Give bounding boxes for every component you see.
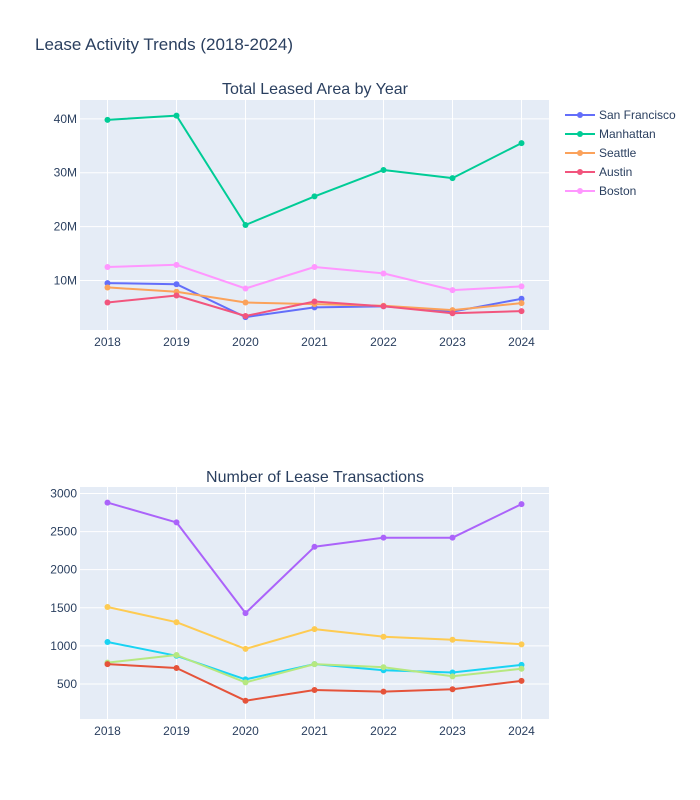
legend-marker	[577, 112, 583, 118]
data-point	[449, 534, 456, 541]
data-point	[449, 175, 456, 182]
data-point	[242, 221, 249, 228]
data-point	[449, 636, 456, 643]
data-point	[104, 499, 111, 506]
x-tick-label: 2024	[508, 335, 535, 349]
data-point	[104, 604, 111, 610]
x-tick-label: 2019	[163, 335, 190, 349]
data-point	[518, 641, 525, 648]
y-tick-label: 3000	[50, 486, 77, 500]
data-point	[380, 270, 387, 277]
data-point	[173, 664, 180, 671]
x-tick-label: 2023	[439, 335, 466, 349]
legend-marker	[577, 131, 583, 137]
y-tick-label: 10M	[54, 273, 77, 287]
data-point	[104, 263, 111, 270]
legend-entry-label: Seattle	[599, 146, 637, 160]
y-tick-label: 2000	[50, 563, 77, 577]
legend-marker	[577, 188, 583, 194]
x-tick-label: 2023	[439, 724, 466, 738]
legend-entry-label: Austin	[599, 165, 632, 179]
data-point	[518, 677, 525, 684]
data-point	[104, 284, 111, 291]
data-point	[518, 295, 525, 302]
x-tick-label: 2020	[232, 335, 259, 349]
data-point	[173, 112, 180, 119]
chart-leased-area: Total Leased Area by Year 2018 2019 2020 20…	[54, 81, 549, 349]
x-tick-label: 2024	[508, 724, 535, 738]
x-tick-label: 2018	[94, 335, 121, 349]
data-point	[242, 312, 249, 319]
y-tick-label: 500	[57, 677, 77, 691]
chart-title-lease-transactions: Number of Lease Transactions	[206, 469, 424, 486]
legend-marker	[577, 150, 583, 156]
data-point	[104, 299, 111, 306]
legend-marker	[577, 169, 583, 175]
legend-entry-label: Boston	[599, 184, 636, 198]
data-point	[242, 697, 249, 704]
data-point	[173, 281, 180, 288]
data-point	[311, 263, 318, 270]
data-point	[449, 310, 456, 317]
data-point	[380, 688, 387, 695]
data-point	[380, 303, 387, 310]
data-point	[311, 661, 318, 668]
data-point	[380, 167, 387, 174]
data-point	[173, 261, 180, 268]
y-tick-label: 2500	[50, 525, 77, 539]
y-tick-label: 30M	[54, 166, 77, 180]
data-point	[242, 285, 249, 292]
data-point	[380, 664, 387, 671]
data-point	[242, 645, 249, 652]
data-point	[311, 193, 318, 200]
y-tick-label: 1000	[50, 639, 77, 653]
data-point	[518, 300, 525, 307]
data-point	[518, 665, 525, 672]
data-point	[311, 687, 318, 694]
chart-lease-transactions: Number of Lease Transactions 2018 2019 202…	[50, 469, 549, 738]
x-tick-label: 2021	[301, 335, 328, 349]
legend-entry-label: San Francisco	[599, 108, 676, 122]
data-point	[173, 652, 180, 658]
data-point	[173, 292, 180, 299]
data-point	[311, 626, 318, 633]
data-point	[104, 116, 111, 123]
data-point	[242, 610, 249, 617]
data-point	[449, 686, 456, 693]
x-tick-label: 2021	[301, 724, 328, 738]
data-point	[104, 280, 111, 287]
x-tick-label: 2019	[163, 724, 190, 738]
figure-title: Lease Activity Trends (2018-2024)	[35, 35, 293, 54]
x-tick-label: 2022	[370, 724, 397, 738]
data-point	[242, 679, 249, 686]
data-point	[518, 308, 525, 315]
x-tick-label: 2018	[94, 724, 121, 738]
legend: San Francisco Manhattan Seattle Austin Bosto…	[565, 108, 676, 198]
data-point	[380, 534, 387, 541]
y-tick-label: 1500	[50, 601, 77, 615]
chart-title-leased-area: Total Leased Area by Year	[222, 81, 409, 98]
data-point	[242, 299, 249, 306]
legend-entry-label: Manhattan	[599, 127, 656, 141]
data-point	[311, 298, 318, 305]
data-point	[518, 283, 525, 290]
data-point	[449, 673, 456, 680]
data-point	[173, 519, 180, 526]
data-point	[380, 633, 387, 640]
data-point	[173, 619, 180, 626]
y-tick-label: 40M	[54, 112, 77, 126]
data-point	[104, 661, 111, 668]
x-tick-label: 2020	[232, 724, 259, 738]
x-tick-label: 2022	[370, 335, 397, 349]
data-point	[311, 543, 318, 550]
y-tick-label: 20M	[54, 220, 77, 234]
data-point	[104, 639, 111, 646]
data-point	[449, 287, 456, 294]
data-point	[518, 501, 525, 508]
data-point	[518, 140, 525, 147]
